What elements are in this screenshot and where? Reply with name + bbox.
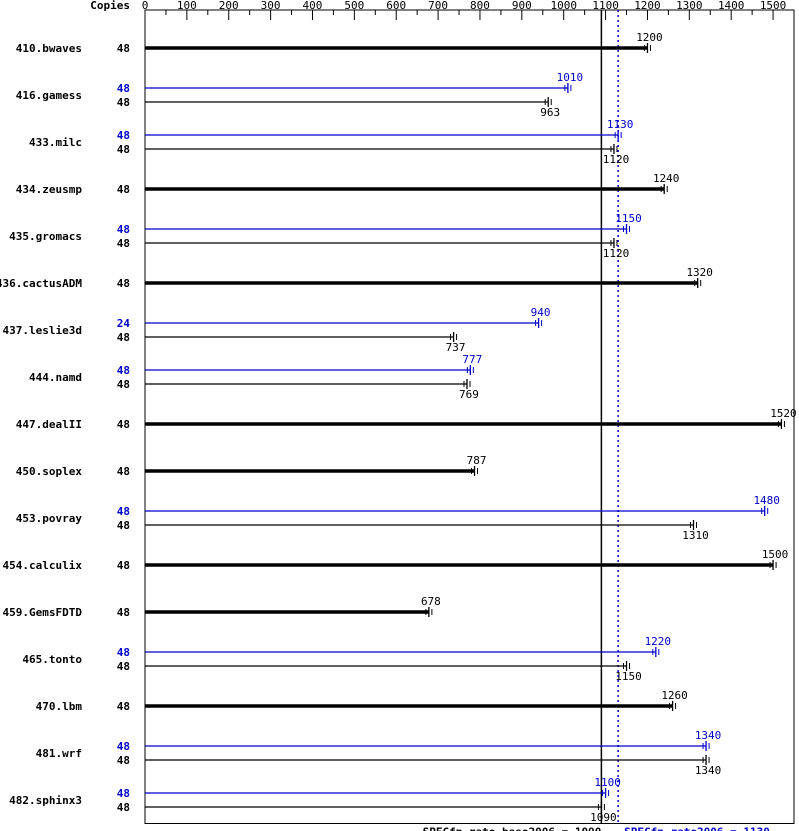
x-tick-label: 1300 [676, 0, 703, 12]
x-tick-label: 500 [344, 0, 364, 12]
copies-value: 48 [117, 787, 130, 800]
bar-value-label: 1500 [762, 548, 789, 561]
benchmark-label: 433.milc [29, 136, 82, 149]
copies-value: 48 [117, 277, 130, 290]
bar-value-label: 1340 [695, 764, 722, 777]
benchmark-label: 450.soplex [16, 465, 83, 478]
bar-value-label: 1480 [753, 494, 780, 507]
x-tick-label: 1100 [592, 0, 619, 12]
copies-value: 48 [117, 505, 130, 518]
bar-value-label: 1010 [557, 71, 584, 84]
bar-value-label: 1120 [603, 247, 630, 260]
copies-value: 48 [117, 740, 130, 753]
x-tick-label: 100 [177, 0, 197, 12]
copies-value: 48 [117, 801, 130, 814]
x-tick-label: 300 [261, 0, 281, 12]
x-tick-label: 700 [428, 0, 448, 12]
bar-value-label: 1340 [695, 729, 722, 742]
bar-value-label: 1120 [603, 153, 630, 166]
bar-value-label: 787 [467, 454, 487, 467]
copies-value: 48 [117, 96, 130, 109]
copies-value: 48 [117, 559, 130, 572]
copies-value: 48 [117, 465, 130, 478]
bar-value-label: 1150 [615, 212, 642, 225]
benchmark-label: 454.calculix [3, 559, 83, 572]
x-tick-label: 200 [219, 0, 239, 12]
copies-value: 48 [117, 42, 130, 55]
copies-value: 48 [117, 660, 130, 673]
benchmark-label: 481.wrf [36, 747, 82, 760]
copies-value: 48 [117, 183, 130, 196]
bar-value-label: 1100 [594, 776, 621, 789]
benchmark-label: 434.zeusmp [16, 183, 83, 196]
copies-value: 48 [117, 378, 130, 391]
bar-value-label: 963 [540, 106, 560, 119]
benchmark-label: 435.gromacs [9, 230, 82, 243]
copies-value: 48 [117, 82, 130, 95]
benchmark-label: 465.tonto [22, 653, 82, 666]
bar-value-label: 1320 [686, 266, 713, 279]
copies-value: 48 [117, 646, 130, 659]
bar-value-label: 1310 [682, 529, 709, 542]
benchmark-label: 436.cactusADM [0, 277, 82, 290]
benchmark-label: 453.povray [16, 512, 83, 525]
x-tick-label: 1500 [760, 0, 787, 12]
copies-header: Copies [90, 0, 130, 12]
benchmark-label: 410.bwaves [16, 42, 82, 55]
benchmark-label: 447.dealII [16, 418, 82, 431]
bar-value-label: 1240 [653, 172, 680, 185]
copies-value: 48 [117, 754, 130, 767]
x-tick-label: 900 [512, 0, 532, 12]
x-tick-label: 1000 [550, 0, 577, 12]
bar-value-label: 1220 [645, 635, 672, 648]
copies-value: 48 [117, 331, 130, 344]
x-tick-label: 1400 [718, 0, 745, 12]
bar-value-label: 777 [462, 353, 482, 366]
benchmark-label: 470.lbm [36, 700, 83, 713]
footer-peak-label: SPECfp_rate2006 = 1130 [624, 826, 770, 831]
copies-value: 24 [117, 317, 131, 330]
copies-value: 48 [117, 606, 130, 619]
bar-value-label: 678 [421, 595, 441, 608]
bar-value-label: 940 [531, 306, 551, 319]
benchmark-label: 444.namd [29, 371, 82, 384]
bar-value-label: 1150 [615, 670, 642, 683]
copies-value: 48 [117, 129, 130, 142]
bar-value-label: 1260 [661, 689, 688, 702]
benchmark-label: 459.GemsFDTD [3, 606, 83, 619]
x-tick-label: 1200 [634, 0, 661, 12]
copies-value: 48 [117, 418, 130, 431]
bar-value-label: 1130 [607, 118, 634, 131]
bar-value-label: 1200 [636, 31, 663, 44]
copies-value: 48 [117, 364, 130, 377]
copies-value: 48 [117, 223, 130, 236]
benchmark-label: 482.sphinx3 [9, 794, 82, 807]
copies-value: 48 [117, 237, 130, 250]
benchmark-label: 416.gamess [16, 89, 82, 102]
x-tick-label: 800 [470, 0, 490, 12]
bar-value-label: 769 [459, 388, 479, 401]
benchmark-label: 437.leslie3d [3, 324, 82, 337]
copies-value: 48 [117, 519, 130, 532]
x-tick-label: 400 [303, 0, 323, 12]
copies-value: 48 [117, 143, 130, 156]
copies-value: 48 [117, 700, 130, 713]
spec-rate-chart: 0 100 200 300 400 500 600 700 800 900 1000 1100 1200… [0, 0, 799, 831]
footer-base-label: SPECfp_rate_base2006 = 1090 [423, 826, 602, 831]
x-tick-label: 0 [142, 0, 149, 12]
x-tick-label: 600 [386, 0, 406, 12]
bar-value-label: 1520 [770, 407, 797, 420]
bar-value-label: 1090 [590, 811, 617, 824]
